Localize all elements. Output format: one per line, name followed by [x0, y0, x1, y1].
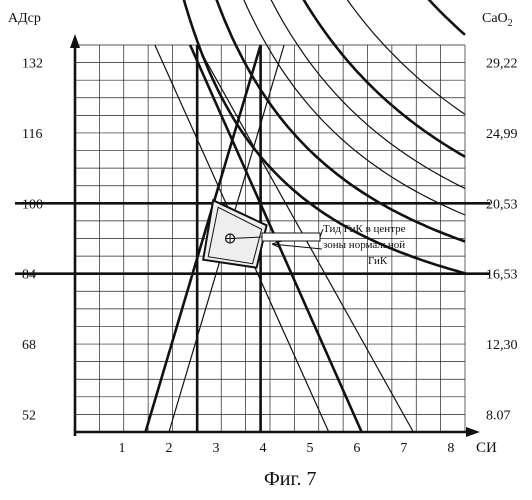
y-axis-right-label-main: CaO [482, 11, 508, 26]
y-tick-label-right: 16,53 [486, 268, 518, 283]
y-tick-label-left: 68 [22, 338, 36, 353]
y-tick-label-left: 132 [22, 57, 43, 72]
x-axis-label: СИ [476, 440, 497, 456]
series-hyperbola [197, 0, 465, 189]
y-axis-right-label-subscript: 2 [508, 18, 513, 29]
y-tick-label-right: 20,53 [486, 197, 518, 212]
annotation-line-2: зоны нормальной [323, 239, 405, 251]
annotation-line-3: ГиК [368, 255, 388, 267]
x-tick-label: 4 [259, 441, 266, 456]
series-hyperbola [249, 0, 465, 114]
y-tick-label-left: 116 [22, 127, 42, 142]
x-tick-label: 2 [165, 441, 172, 456]
y-tick-label-left: 100 [22, 197, 43, 212]
y-tick-label-right: 12,30 [486, 338, 518, 353]
y-tick-label-left: 52 [22, 408, 36, 423]
y-tick-label-right: 8.07 [486, 408, 511, 423]
figure-caption: Фиг. 7 [264, 468, 316, 490]
y-tick-label-right: 29,22 [486, 57, 518, 72]
series-hyperbola [301, 0, 466, 35]
annotation: Тид ГиК в центре зоны нормальной ГиК [323, 223, 406, 267]
x-tick-label: 1 [118, 441, 125, 456]
x-axis-arrow [466, 427, 480, 437]
x-tick-label: 3 [212, 441, 219, 456]
y-axis-arrow [70, 34, 80, 48]
x-tick-label: 7 [400, 441, 407, 456]
x-tick-label: 5 [306, 441, 313, 456]
y-tick-label-left: 84 [22, 268, 36, 283]
annotation-arrow [272, 241, 322, 249]
y-axis-left-label: АДср [8, 11, 41, 26]
y-axis-right-label: CaO2 [482, 11, 513, 29]
x-tick-label: 6 [353, 441, 360, 456]
annotation-callout-box [262, 233, 320, 241]
series-hyperbola [146, 0, 466, 273]
annotation-line-1: Тид ГиК в центре [323, 223, 406, 235]
y-tick-label-right: 24,99 [486, 127, 518, 142]
series-layer [15, 0, 490, 432]
x-tick-label: 8 [447, 441, 454, 456]
